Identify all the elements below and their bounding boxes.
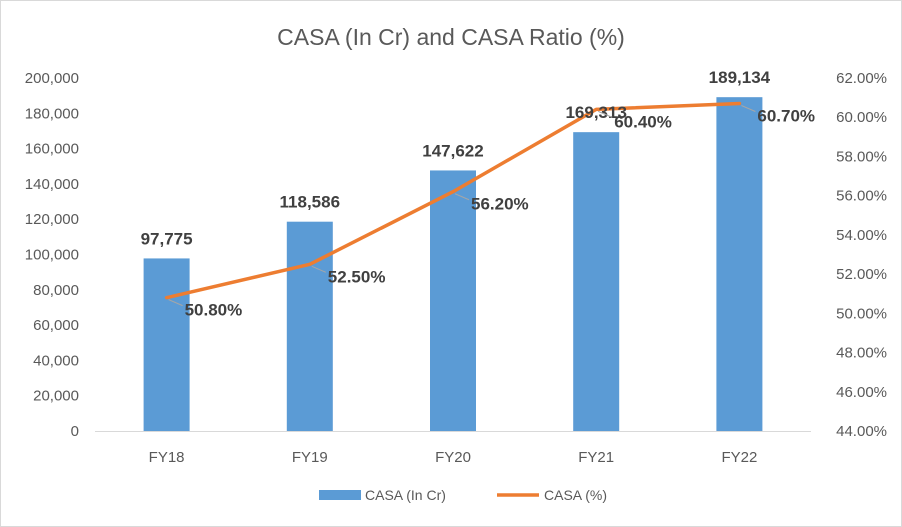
- right-tick-label: 60.00%: [836, 109, 887, 126]
- right-tick-label: 50.00%: [836, 305, 887, 322]
- legend-swatch-bar: [319, 490, 361, 500]
- x-tick-label: FY20: [435, 449, 471, 466]
- left-axis: 0 20,000 40,000 60,000 80,000 100,000 120,000 1…: [25, 70, 79, 440]
- right-tick-label: 62.00%: [836, 70, 887, 87]
- left-tick-label: 160,000: [25, 141, 79, 158]
- right-tick-label: 54.00%: [836, 227, 887, 244]
- line-path: [164, 101, 742, 300]
- line-label-leader: [741, 105, 756, 112]
- line-label-leader: [311, 265, 326, 273]
- line-data-label: 60.40%: [614, 112, 672, 131]
- line-label-leader: [454, 193, 470, 201]
- right-tick-label: 52.00%: [836, 266, 887, 283]
- right-tick-label: 58.00%: [836, 148, 887, 165]
- legend-label-line: CASA (%): [544, 487, 607, 503]
- bar-data-label: 97,775: [141, 229, 193, 248]
- bar: [286, 221, 333, 431]
- line-data-label: 60.70%: [757, 106, 815, 125]
- line-series: [164, 101, 742, 300]
- legend: CASA (In Cr) CASA (%): [319, 487, 607, 503]
- line-label-leader: [168, 299, 183, 307]
- left-tick-label: 40,000: [33, 352, 79, 369]
- left-tick-label: 180,000: [25, 105, 79, 122]
- legend-label-bar: CASA (In Cr): [365, 487, 446, 503]
- chart-title: CASA (In Cr) and CASA Ratio (%): [277, 24, 625, 50]
- line-data-label: 50.80%: [185, 301, 243, 320]
- right-axis: 44.00% 46.00% 48.00% 50.00% 52.00% 54.00% 56.0…: [836, 70, 887, 440]
- line-label-leader: [598, 110, 613, 118]
- bar-data-label: 189,134: [709, 68, 771, 87]
- x-axis: FY18 FY19 FY20 FY21 FY22: [95, 431, 811, 466]
- left-tick-label: 140,000: [25, 176, 79, 193]
- x-tick-label: FY21: [578, 449, 614, 466]
- right-tick-label: 46.00%: [836, 384, 887, 401]
- left-tick-label: 120,000: [25, 211, 79, 228]
- left-tick-label: 20,000: [33, 388, 79, 405]
- bar-series: [143, 97, 763, 432]
- line-data-label: 52.50%: [328, 267, 386, 286]
- bar-data-label: 118,586: [280, 193, 341, 212]
- x-tick-label: FY22: [721, 449, 757, 466]
- line-data-label: 56.20%: [471, 195, 529, 214]
- x-tick-label: FY19: [292, 449, 328, 466]
- right-tick-label: 44.00%: [836, 423, 887, 440]
- right-tick-label: 56.00%: [836, 188, 887, 205]
- bar: [430, 170, 476, 431]
- data-labels: 97,775118,586147,622169,313189,13450.80%…: [141, 68, 815, 319]
- bar: [143, 258, 190, 431]
- bar: [573, 132, 620, 432]
- left-tick-label: 80,000: [33, 282, 79, 299]
- left-tick-label: 200,000: [25, 70, 79, 87]
- x-tick-label: FY18: [149, 449, 185, 466]
- left-tick-label: 60,000: [33, 317, 79, 334]
- left-tick-label: 100,000: [25, 247, 79, 264]
- bar: [716, 97, 763, 431]
- bar-data-label: 147,622: [422, 141, 483, 160]
- right-tick-label: 48.00%: [836, 345, 887, 362]
- left-tick-label: 0: [71, 423, 79, 440]
